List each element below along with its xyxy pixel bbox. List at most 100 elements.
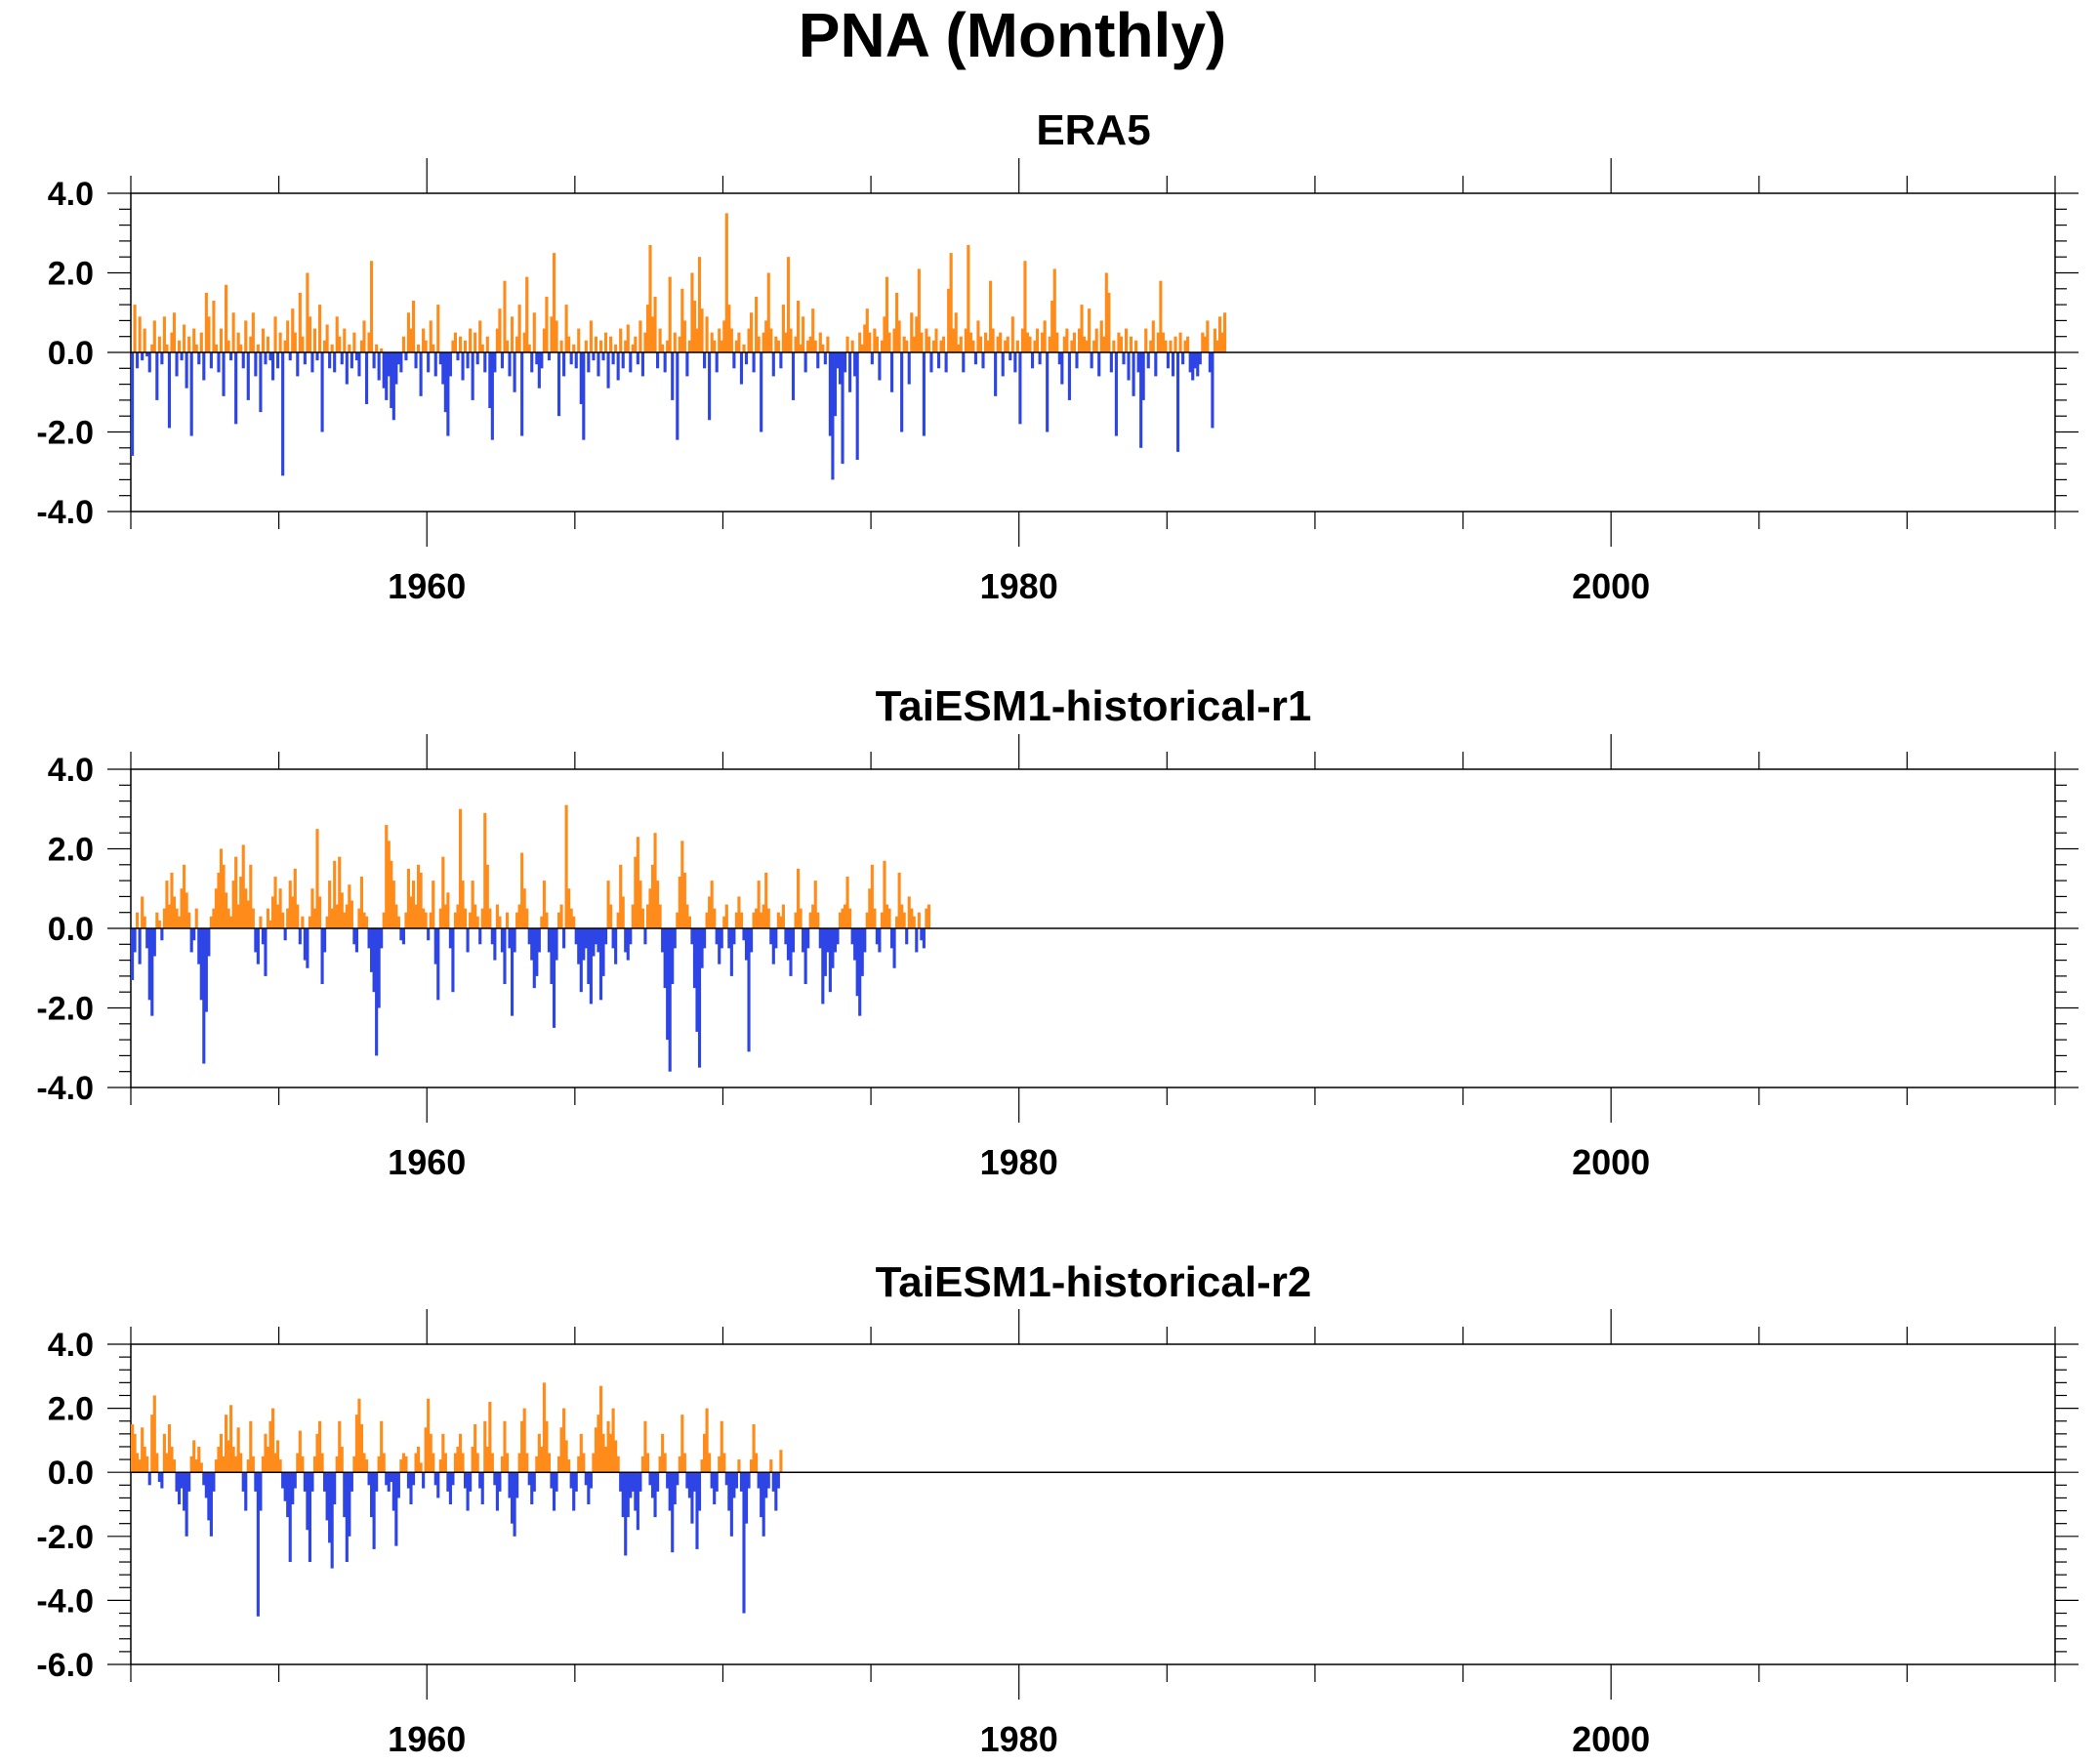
pna-bar	[264, 352, 268, 365]
pna-bar	[495, 1472, 499, 1511]
y-tick-label: 4.0	[48, 176, 94, 213]
pna-bar	[1057, 352, 1061, 365]
pna-bar	[1038, 352, 1042, 365]
pna-bar	[343, 1472, 347, 1518]
pna-bar	[527, 928, 531, 945]
pna-bar	[490, 928, 494, 945]
pna-bar	[189, 352, 193, 436]
pna-bar	[500, 1456, 505, 1473]
pna-bar	[254, 1472, 258, 1492]
pna-bar	[286, 1472, 290, 1518]
y-tick-label: -2.0	[36, 991, 94, 1028]
pna-bar	[143, 328, 146, 352]
pna-bar	[293, 1472, 297, 1489]
pna-bar	[1006, 336, 1009, 352]
pna-bar	[559, 1427, 563, 1473]
pna-bar	[594, 1427, 597, 1473]
pna-bar	[697, 1472, 702, 1511]
pna-bar	[474, 332, 477, 353]
pna-bar	[572, 916, 576, 928]
pna-bar	[391, 352, 395, 421]
pna-bar	[328, 1472, 332, 1543]
pna-bar	[464, 340, 468, 352]
pna-bar	[348, 344, 351, 352]
pna-bar	[133, 305, 137, 352]
pna-bar	[808, 912, 812, 928]
pna-bar	[550, 928, 554, 985]
pna-bar	[187, 912, 191, 928]
pna-bar	[673, 928, 677, 949]
pna-bar	[779, 916, 783, 928]
pna-bar	[883, 316, 886, 352]
pna-bar	[603, 1446, 608, 1473]
pna-bar	[446, 1472, 450, 1492]
panel-title: TaiESM1-historical-r2	[876, 1258, 1312, 1306]
pna-bar	[858, 928, 862, 1016]
pna-bar	[900, 904, 904, 928]
pna-bar	[330, 1472, 334, 1569]
pna-bar	[1009, 352, 1012, 361]
pna-bar	[616, 912, 620, 928]
pna-bar	[907, 352, 911, 385]
pna-bar	[668, 276, 672, 352]
pna-bar	[278, 1459, 282, 1473]
pna-bar	[325, 916, 329, 928]
pna-bar	[587, 928, 591, 985]
pna-bar	[399, 352, 403, 373]
pna-bar	[614, 928, 618, 964]
pna-bar	[603, 332, 608, 353]
pna-bar	[340, 352, 344, 365]
pna-bar	[411, 881, 416, 928]
pna-bar	[515, 336, 519, 352]
pna-bar	[422, 328, 426, 352]
pna-bar	[345, 1472, 349, 1563]
y-tick-label: 0.0	[48, 335, 94, 372]
pna-bar	[671, 1472, 675, 1553]
pna-bar	[535, 352, 539, 365]
pna-bar	[545, 296, 549, 352]
pna-bar	[312, 328, 317, 352]
pna-bar	[192, 928, 196, 941]
pna-bar	[175, 1472, 179, 1492]
pna-bar	[251, 1456, 255, 1473]
pna-bar	[806, 340, 810, 352]
pna-bar	[892, 928, 896, 968]
pna-bar	[281, 1472, 285, 1489]
pna-bar	[254, 352, 258, 377]
pna-bar	[515, 912, 519, 928]
pna-bar	[663, 1453, 667, 1473]
pna-bar	[865, 912, 869, 928]
pna-bar	[214, 1459, 219, 1473]
pna-bar	[254, 928, 258, 953]
pna-bar	[942, 336, 946, 352]
pna-bar	[1154, 352, 1158, 377]
pna-bar	[131, 928, 135, 980]
pna-bar	[419, 352, 423, 396]
pna-bar	[841, 352, 844, 465]
pna-bar	[308, 316, 311, 352]
pna-bar	[527, 344, 531, 352]
pna-bar	[268, 920, 272, 928]
pna-bar	[811, 308, 815, 352]
pna-bar	[663, 352, 667, 373]
y-tick-label: 4.0	[48, 1327, 94, 1364]
pna-bar	[799, 344, 803, 352]
pna-bar	[217, 352, 221, 373]
pna-bar	[786, 928, 791, 961]
pna-bar	[131, 1424, 135, 1473]
pna-bar	[399, 928, 403, 941]
pna-bar	[680, 1415, 684, 1473]
pna-bar	[1217, 316, 1222, 352]
pna-bar	[411, 301, 416, 352]
pna-bar	[234, 856, 238, 928]
pna-bar	[676, 352, 679, 440]
pna-bar	[303, 352, 307, 365]
pna-bar	[889, 928, 894, 949]
pna-bar	[574, 352, 578, 369]
pna-bar	[931, 340, 936, 352]
pna-bar	[755, 296, 759, 352]
pna-bar	[438, 908, 442, 929]
pna-bar	[656, 1472, 660, 1492]
pna-bar	[870, 864, 874, 928]
pna-bar	[703, 1433, 707, 1473]
